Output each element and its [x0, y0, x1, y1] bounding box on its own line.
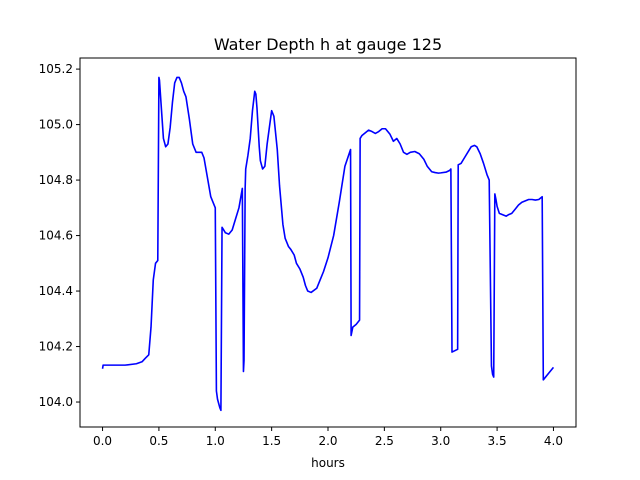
x-tick-label: 2.0 [318, 434, 337, 448]
axes-frame [79, 57, 577, 428]
y-tick-label: 105.2 [39, 62, 73, 76]
y-tick-label: 105.0 [39, 118, 73, 132]
x-tick-label: 0.5 [149, 434, 168, 448]
y-tick-label: 104.4 [39, 284, 73, 298]
x-tick-label: 2.5 [375, 434, 394, 448]
series-line-0 [101, 76, 555, 412]
y-axis-ticks: 104.0 104.2 104.4 104.6 104.8 105.0 105.2 [39, 62, 80, 409]
x-axis-label: hours [311, 456, 345, 470]
chart-title: Water Depth h at gauge 125 [214, 35, 442, 54]
x-tick-label: 3.0 [431, 434, 450, 448]
x-tick-label: 4.0 [544, 434, 563, 448]
x-tick-label: 3.5 [488, 434, 507, 448]
x-axis-ticks: 0.0 0.5 1.0 1.5 2.0 2.5 3.0 3.5 4.0 [93, 427, 563, 448]
y-tick-label: 104.2 [39, 340, 73, 354]
y-tick-label: 104.0 [39, 395, 73, 409]
plot-area [101, 76, 555, 412]
x-tick-label: 0.0 [93, 434, 112, 448]
x-tick-label: 1.5 [262, 434, 281, 448]
x-tick-label: 1.0 [206, 434, 225, 448]
y-tick-label: 104.8 [39, 173, 73, 187]
y-tick-label: 104.6 [39, 229, 73, 243]
